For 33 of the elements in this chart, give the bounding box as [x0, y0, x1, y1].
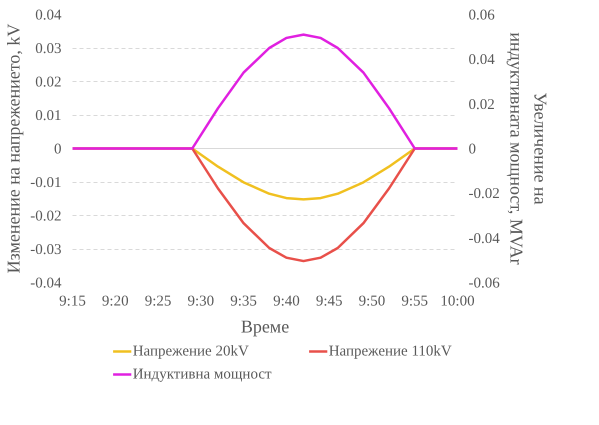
y-tick-label: 0.02: [35, 74, 62, 90]
y2-tick-label: 0.06: [468, 8, 496, 24]
x-tick-label: 9:50: [358, 294, 386, 310]
y-tick-label: -0.02: [30, 208, 62, 224]
x-tick-label: 9:40: [273, 294, 300, 310]
y-tick-label: -0.01: [30, 175, 62, 191]
x-tick-label: 9:20: [102, 294, 129, 310]
legend-label: Напрежение 110kV: [328, 344, 452, 360]
y2-tick-label: 0.02: [468, 96, 495, 113]
x-tick-label: 9:30: [188, 294, 214, 310]
x-axis-title: Време: [240, 316, 290, 336]
y-tick-label: 0.03: [35, 41, 62, 57]
x-tick-label: 9:15: [59, 294, 86, 310]
x-tick-label: 9:55: [401, 294, 428, 310]
y-tick-label: -0.04: [30, 276, 62, 292]
y-axis-title: Изменение на напрежението, kV: [3, 24, 24, 274]
y2-tick-label: 0.04: [468, 52, 496, 68]
x-tick-label: 9:25: [144, 294, 172, 310]
y2-axis-title: Увеличение на индуктивната мощност, MVAr: [506, 32, 551, 265]
y-tick-label: -0.03: [30, 242, 62, 258]
y-tick-label: 0: [54, 142, 62, 158]
x-tick-label: 9:45: [316, 294, 343, 310]
y2-tick-label: -0.06: [468, 276, 500, 292]
x-tick-label: 9:35: [230, 294, 257, 310]
y2-tick-label: -0.04: [468, 230, 500, 247]
y-tick-label: 0.04: [35, 8, 62, 24]
y2-tick-label: 0: [468, 142, 476, 158]
x-tick-label: 10:00: [440, 294, 475, 310]
legend-label: Напрежение 20kV: [132, 344, 249, 360]
legend-label: Индуктивна мощност: [132, 366, 272, 382]
line-series: [72, 33, 458, 150]
y2-tick-label: -0.02: [468, 186, 500, 202]
y-tick-label: 0.01: [35, 108, 62, 124]
